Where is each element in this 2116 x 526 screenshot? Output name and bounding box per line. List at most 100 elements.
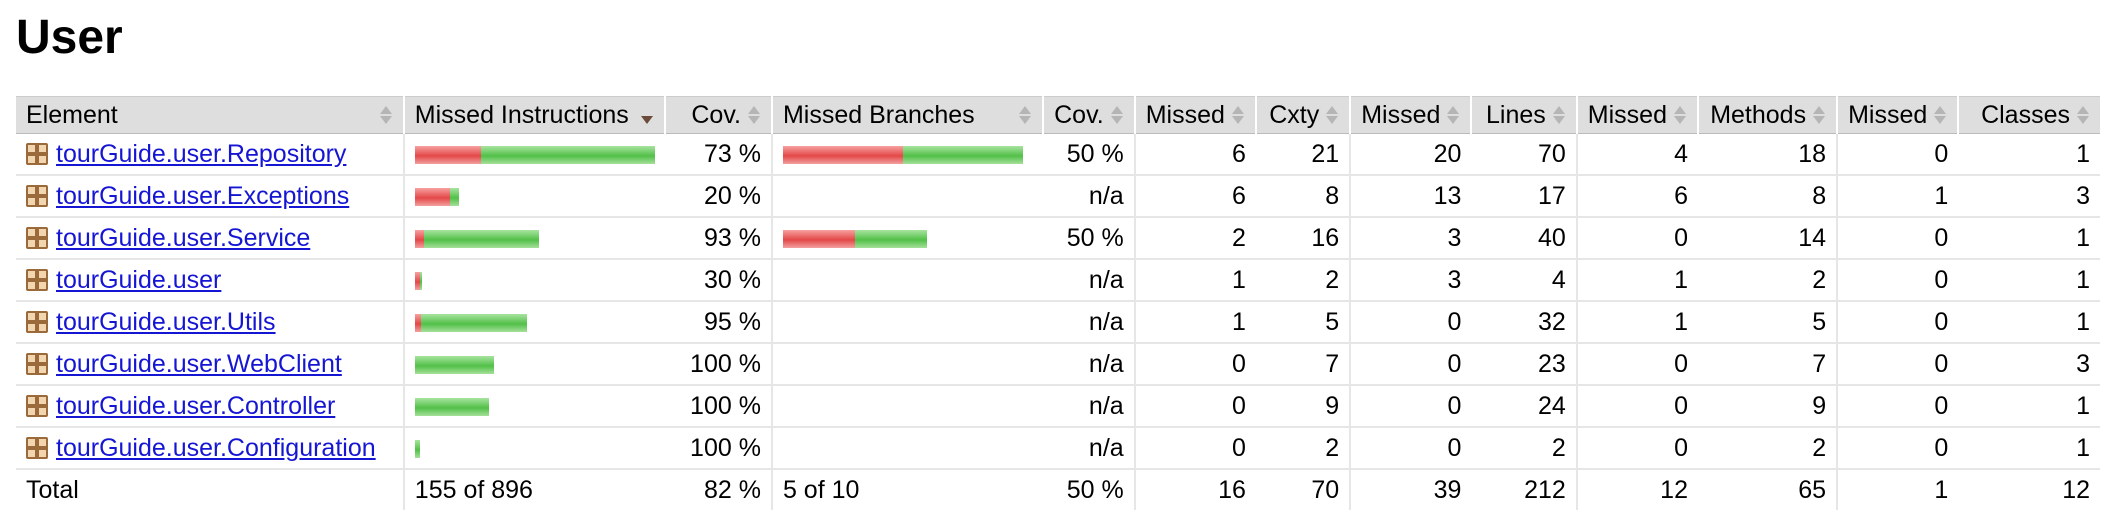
package-link[interactable]: tourGuide.user.Controller — [56, 391, 336, 420]
covered-segment — [414, 397, 489, 416]
instructions-coverage: 20 % — [664, 175, 772, 218]
sort-icon — [1325, 104, 1339, 126]
covered-segment — [423, 229, 539, 248]
missed-methods: 1 — [1575, 301, 1698, 344]
instructions-coverage-bar — [414, 355, 494, 374]
missed-classes: 0 — [1836, 133, 1959, 176]
package-icon — [26, 268, 48, 291]
cxty: 2 — [1255, 427, 1351, 470]
missed-cxty: 0 — [1133, 343, 1256, 386]
sort-icon — [1231, 104, 1245, 126]
package-link[interactable]: tourGuide.user.WebClient — [56, 349, 342, 378]
page-title: User — [16, 11, 123, 64]
missed-methods: 0 — [1575, 343, 1698, 386]
missed-segment — [782, 145, 903, 164]
lines: 24 — [1471, 385, 1577, 428]
package-link[interactable]: tourGuide.user.Repository — [56, 139, 347, 168]
total-instructions-coverage: 82 % — [664, 468, 772, 510]
covered-segment — [419, 271, 422, 290]
package-link[interactable]: tourGuide.user.Utils — [56, 307, 276, 336]
missed-methods: 1 — [1575, 259, 1698, 302]
package-icon — [26, 352, 48, 375]
element-cell: tourGuide.user.Repository — [16, 133, 404, 176]
cxty: 21 — [1255, 133, 1351, 176]
branches-coverage: n/a — [1042, 175, 1135, 218]
missed-cxty: 6 — [1133, 133, 1256, 176]
total-label: Total — [16, 468, 404, 510]
table-row: tourGuide.user.Controller 100 % n/a 0 9 0 24 0 9… — [16, 385, 2100, 428]
covered-segment — [480, 145, 655, 164]
total-classes: 12 — [1958, 468, 2100, 510]
missed-segment — [414, 187, 450, 206]
lines: 2 — [1471, 427, 1577, 470]
missed-cxty: 2 — [1133, 217, 1256, 260]
total-instructions: 155 of 896 — [402, 468, 665, 510]
sort-icon — [1673, 104, 1687, 126]
missed-segment — [414, 271, 420, 290]
cxty: 2 — [1255, 259, 1351, 302]
missed-lines: 3 — [1349, 259, 1472, 302]
instructions-coverage-bar — [414, 187, 459, 206]
instructions-bar-cell — [402, 217, 665, 260]
instructions-bar-cell — [402, 259, 665, 302]
table-row: tourGuide.user.Exceptions 20 % n/a 6 8 13 17 6 8… — [16, 175, 2100, 218]
covered-segment — [414, 355, 494, 374]
cxty: 7 — [1255, 343, 1351, 386]
methods: 2 — [1697, 427, 1838, 470]
header-missed-lines[interactable]: Missed — [1349, 96, 1472, 134]
header-methods[interactable]: Methods — [1696, 96, 1838, 134]
instructions-bar-cell — [402, 385, 665, 428]
instructions-coverage: 100 % — [664, 343, 772, 386]
total-missed-cxty: 16 — [1133, 468, 1256, 510]
element-cell: tourGuide.user.Controller — [16, 385, 404, 428]
header-lines[interactable]: Lines — [1470, 96, 1577, 134]
package-link[interactable]: tourGuide.user.Service — [56, 223, 311, 252]
header-classes[interactable]: Classes — [1957, 96, 2100, 134]
table-row: tourGuide.user.Service 93 % 50 % 2 16 3 40 0 14 0… — [16, 217, 2100, 260]
table-row: tourGuide.user 30 % n/a 1 2 3 4 1 2 0 1 — [16, 259, 2100, 302]
sort-desc-icon — [640, 104, 654, 126]
missed-classes: 1 — [1836, 175, 1959, 218]
package-link[interactable]: tourGuide.user.Exceptions — [56, 181, 350, 210]
instructions-bar-cell — [402, 175, 665, 218]
coverage-table: Element Missed Instructions Cov. Missed … — [16, 96, 2100, 510]
total-missed-methods: 12 — [1575, 468, 1698, 510]
covered-segment — [414, 439, 420, 458]
classes: 1 — [1958, 301, 2100, 344]
header-missed-classes[interactable]: Missed — [1836, 96, 1959, 134]
header-missed-cxty[interactable]: Missed — [1133, 96, 1256, 134]
sort-icon — [1812, 104, 1826, 126]
branches-coverage: n/a — [1042, 385, 1135, 428]
missed-lines: 20 — [1349, 133, 1472, 176]
header-element[interactable]: Element — [16, 96, 404, 134]
package-icon — [26, 226, 48, 249]
cxty: 9 — [1255, 385, 1351, 428]
sort-icon — [1446, 104, 1460, 126]
methods: 2 — [1697, 259, 1838, 302]
branches-bar-cell — [770, 385, 1043, 428]
package-link[interactable]: tourGuide.user — [56, 265, 222, 294]
total-missed-classes: 1 — [1836, 468, 1959, 510]
missed-cxty: 0 — [1133, 427, 1256, 470]
missed-cxty: 6 — [1133, 175, 1256, 218]
package-icon — [26, 436, 48, 459]
table-body: tourGuide.user.Repository 73 % 50 % 6 21 20 70… — [16, 133, 2100, 470]
header-cxty[interactable]: Cxty — [1254, 96, 1351, 134]
instructions-coverage: 100 % — [664, 427, 772, 470]
header-missed-branches[interactable]: Missed Branches — [770, 96, 1043, 134]
covered-segment — [449, 187, 459, 206]
package-link[interactable]: tourGuide.user.Configuration — [56, 433, 376, 462]
header-instructions-coverage[interactable]: Cov. — [663, 96, 772, 134]
missed-lines: 0 — [1349, 301, 1472, 344]
total-branches-coverage: 50 % — [1042, 468, 1135, 510]
header-branches-coverage[interactable]: Cov. — [1041, 96, 1135, 134]
lines: 70 — [1471, 133, 1577, 176]
lines: 17 — [1471, 175, 1577, 218]
instructions-coverage-bar — [414, 439, 420, 458]
header-missed-methods[interactable]: Missed — [1575, 96, 1698, 134]
branches-coverage-bar — [782, 229, 927, 248]
header-missed-instructions[interactable]: Missed Instructions — [402, 96, 665, 134]
covered-segment — [854, 229, 927, 248]
missed-methods: 0 — [1575, 427, 1698, 470]
header-row: Element Missed Instructions Cov. Missed … — [16, 96, 2100, 134]
